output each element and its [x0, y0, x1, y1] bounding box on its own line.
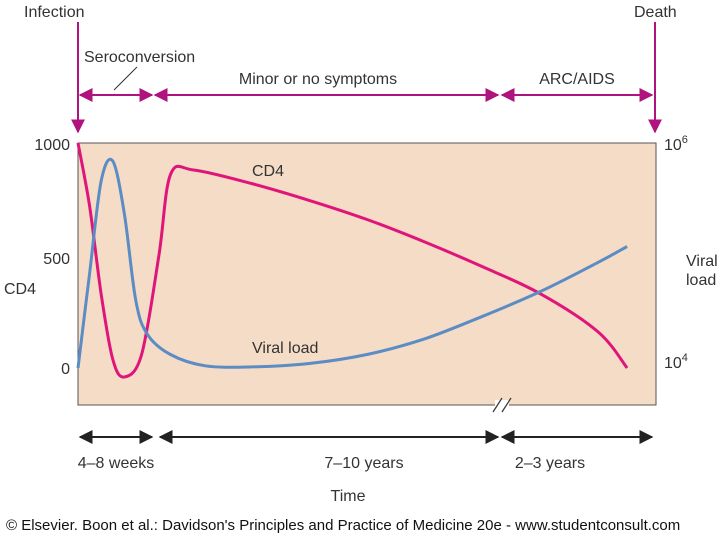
cd4-line	[76, 142, 629, 379]
y2-tick-bottom: 104	[664, 352, 688, 372]
y2-tick-bottom-exp: 4	[682, 352, 688, 364]
infection-label: Infection	[24, 4, 84, 21]
seroconversion-label: Seroconversion	[84, 49, 195, 66]
plot-area	[77, 142, 657, 406]
duration-early-label: 4–8 weeks	[78, 455, 155, 472]
minor-symptoms-label: Minor or no symptoms	[239, 71, 397, 88]
y2-axis-label-line2: load	[686, 272, 716, 289]
y-tick-500: 500	[43, 251, 70, 268]
y-axis-label: CD4	[4, 281, 36, 298]
copyright-footer: © Elsevier. Boon et al.: Davidson's Prin…	[6, 517, 681, 534]
death-label: Death	[634, 4, 677, 21]
cd4-series-label: CD4	[252, 163, 284, 180]
y2-tick-top-base: 10	[664, 137, 682, 154]
viral-load-line	[76, 157, 628, 369]
y2-axis-label-line1: Viral	[686, 253, 718, 270]
seroconversion-pointer	[113, 66, 138, 91]
viral-load-series-label: Viral load	[252, 340, 318, 357]
y2-tick-top: 106	[664, 134, 688, 154]
x-axis-label: Time	[331, 488, 366, 505]
axis-break-mark	[492, 397, 512, 413]
arc-aids-label: ARC/AIDS	[539, 71, 615, 88]
duration-late-label: 2–3 years	[515, 455, 585, 472]
y-tick-0: 0	[61, 361, 70, 378]
y2-tick-bottom-base: 10	[664, 355, 682, 372]
duration-middle-label: 7–10 years	[324, 455, 403, 472]
y-tick-1000: 1000	[34, 137, 70, 154]
y2-tick-top-exp: 6	[682, 134, 688, 146]
